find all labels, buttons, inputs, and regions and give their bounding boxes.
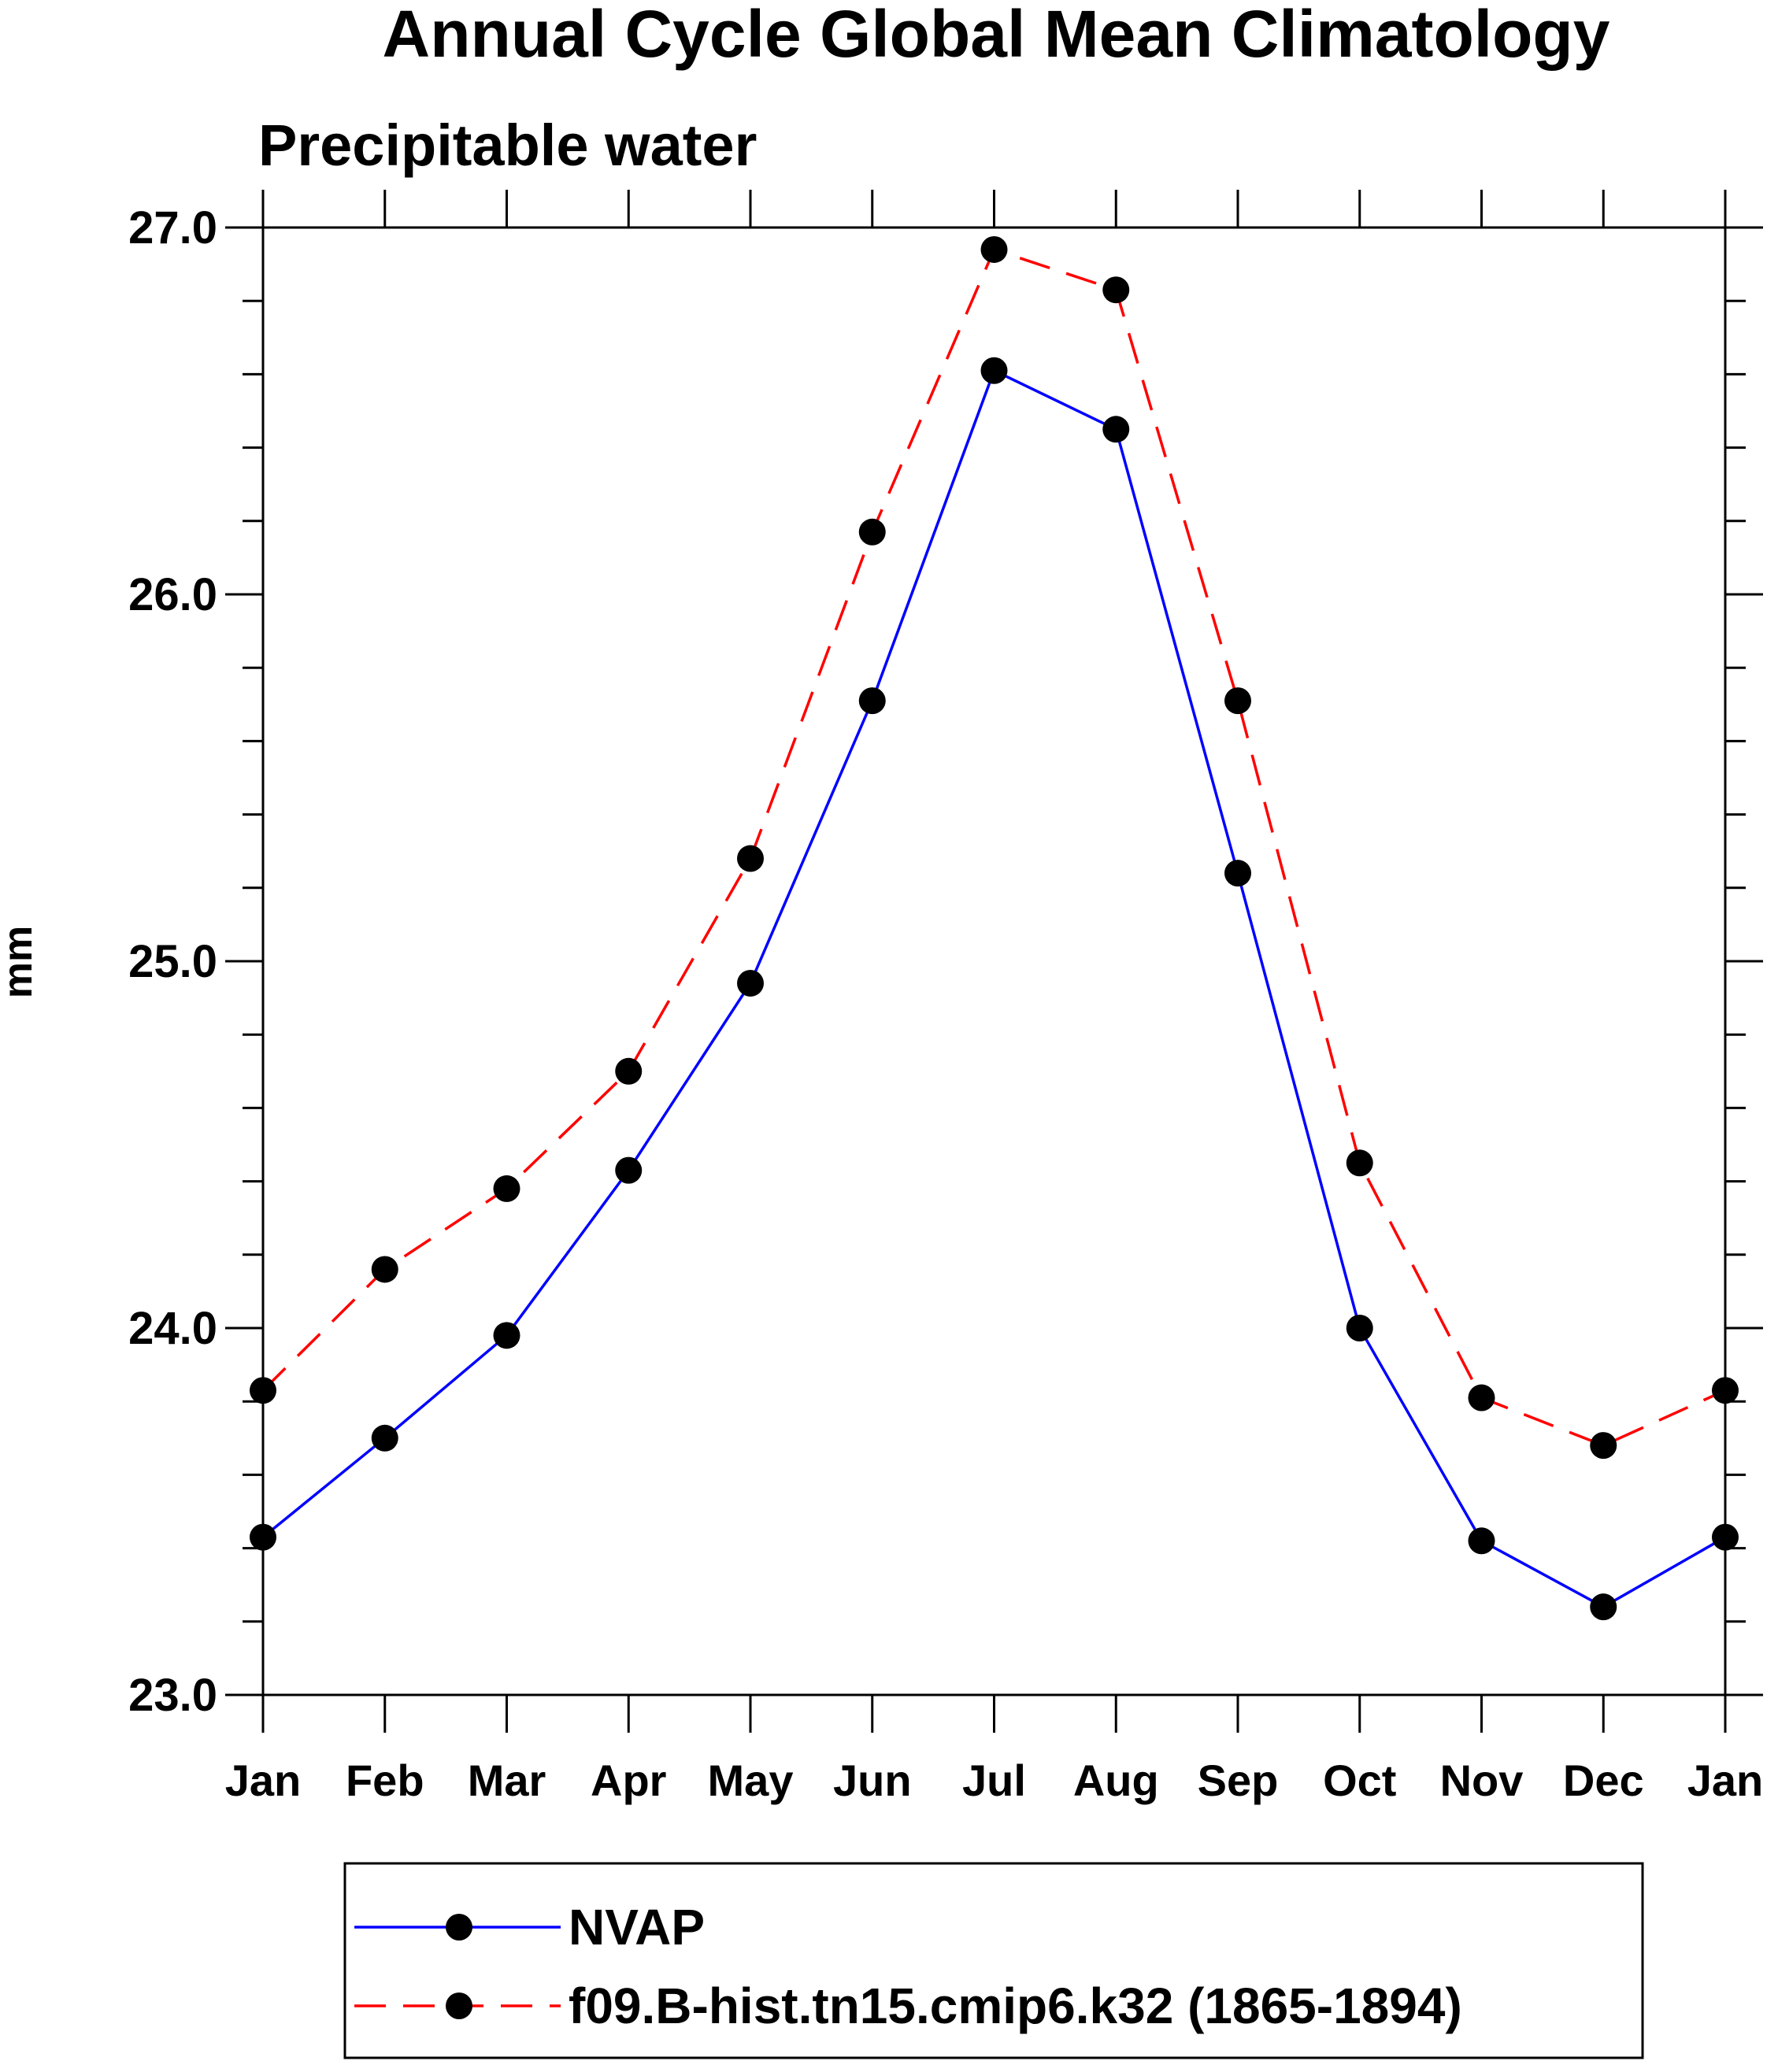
legend-marker-0	[446, 1914, 472, 1941]
y-tick-label: 27.0	[128, 202, 217, 253]
data-point	[980, 235, 1008, 263]
x-tick-label: Oct	[1323, 1756, 1396, 1805]
data-point	[250, 1523, 276, 1551]
legend-box	[343, 1862, 1644, 2059]
legend-label-1: f09.B-hist.tn15.cmip6.k32 (1865-1894)	[569, 1978, 1462, 2034]
data-point	[371, 1424, 398, 1452]
data-point	[371, 1256, 398, 1283]
data-point	[1102, 276, 1130, 304]
x-tick-label: Jan	[1687, 1756, 1764, 1805]
data-point	[858, 687, 886, 715]
y-tick-label: 23.0	[128, 1670, 217, 1721]
x-tick-label: Feb	[346, 1756, 424, 1805]
data-point	[1712, 1377, 1739, 1404]
y-tick-label: 24.0	[128, 1303, 217, 1354]
x-tick-label: Sep	[1198, 1756, 1279, 1805]
x-tick-label: Dec	[1563, 1756, 1644, 1805]
legend: NVAP f09.B-hist.tn15.cmip6.k32 (1865-1894…	[343, 1862, 1644, 2059]
x-tick-label: Jun	[833, 1756, 912, 1805]
data-point	[737, 969, 764, 997]
data-point	[1468, 1527, 1495, 1555]
data-point	[250, 1377, 276, 1404]
data-point	[1346, 1315, 1373, 1341]
chart-title: Annual Cycle Global Mean Climatology	[383, 0, 1610, 71]
y-tick-label: 25.0	[128, 936, 217, 987]
data-point	[980, 357, 1008, 384]
axes: 23.0 24.0 25.0 26.0 27.0 Jan Feb Mar Apr May Jun Ju…	[128, 190, 1763, 1805]
data-point	[493, 1175, 520, 1202]
data-point	[493, 1322, 520, 1349]
y-tick-label: 26.0	[128, 569, 217, 620]
data-point	[1102, 416, 1130, 443]
chart-subtitle: Precipitable water	[258, 113, 757, 178]
data-point	[1590, 1432, 1617, 1460]
data-point	[1346, 1149, 1373, 1177]
y-axis-label: mm	[0, 926, 41, 998]
x-tick-label: Mar	[468, 1756, 546, 1805]
series-line-0	[261, 368, 1726, 1609]
x-tick-label: Nov	[1440, 1756, 1524, 1805]
data-point	[1224, 687, 1251, 715]
x-tick-label: Jan	[225, 1756, 302, 1805]
series-group	[250, 235, 1739, 1621]
plot-frame	[261, 226, 1727, 1696]
data-point	[737, 845, 764, 872]
data-point	[858, 518, 886, 546]
data-point	[1712, 1523, 1739, 1551]
data-point	[615, 1156, 643, 1184]
data-point	[1590, 1593, 1617, 1621]
x-tick-label: Apr	[591, 1756, 666, 1805]
series-line-1	[261, 247, 1726, 1448]
legend-label-0: NVAP	[569, 1899, 705, 1955]
data-point	[1224, 860, 1251, 887]
x-tick-label: Aug	[1073, 1756, 1159, 1805]
legend-marker-1	[446, 1992, 472, 2019]
data-point	[1468, 1384, 1495, 1412]
data-point	[615, 1057, 643, 1085]
x-tick-label: May	[708, 1756, 794, 1805]
x-tick-label: Jul	[962, 1756, 1026, 1805]
